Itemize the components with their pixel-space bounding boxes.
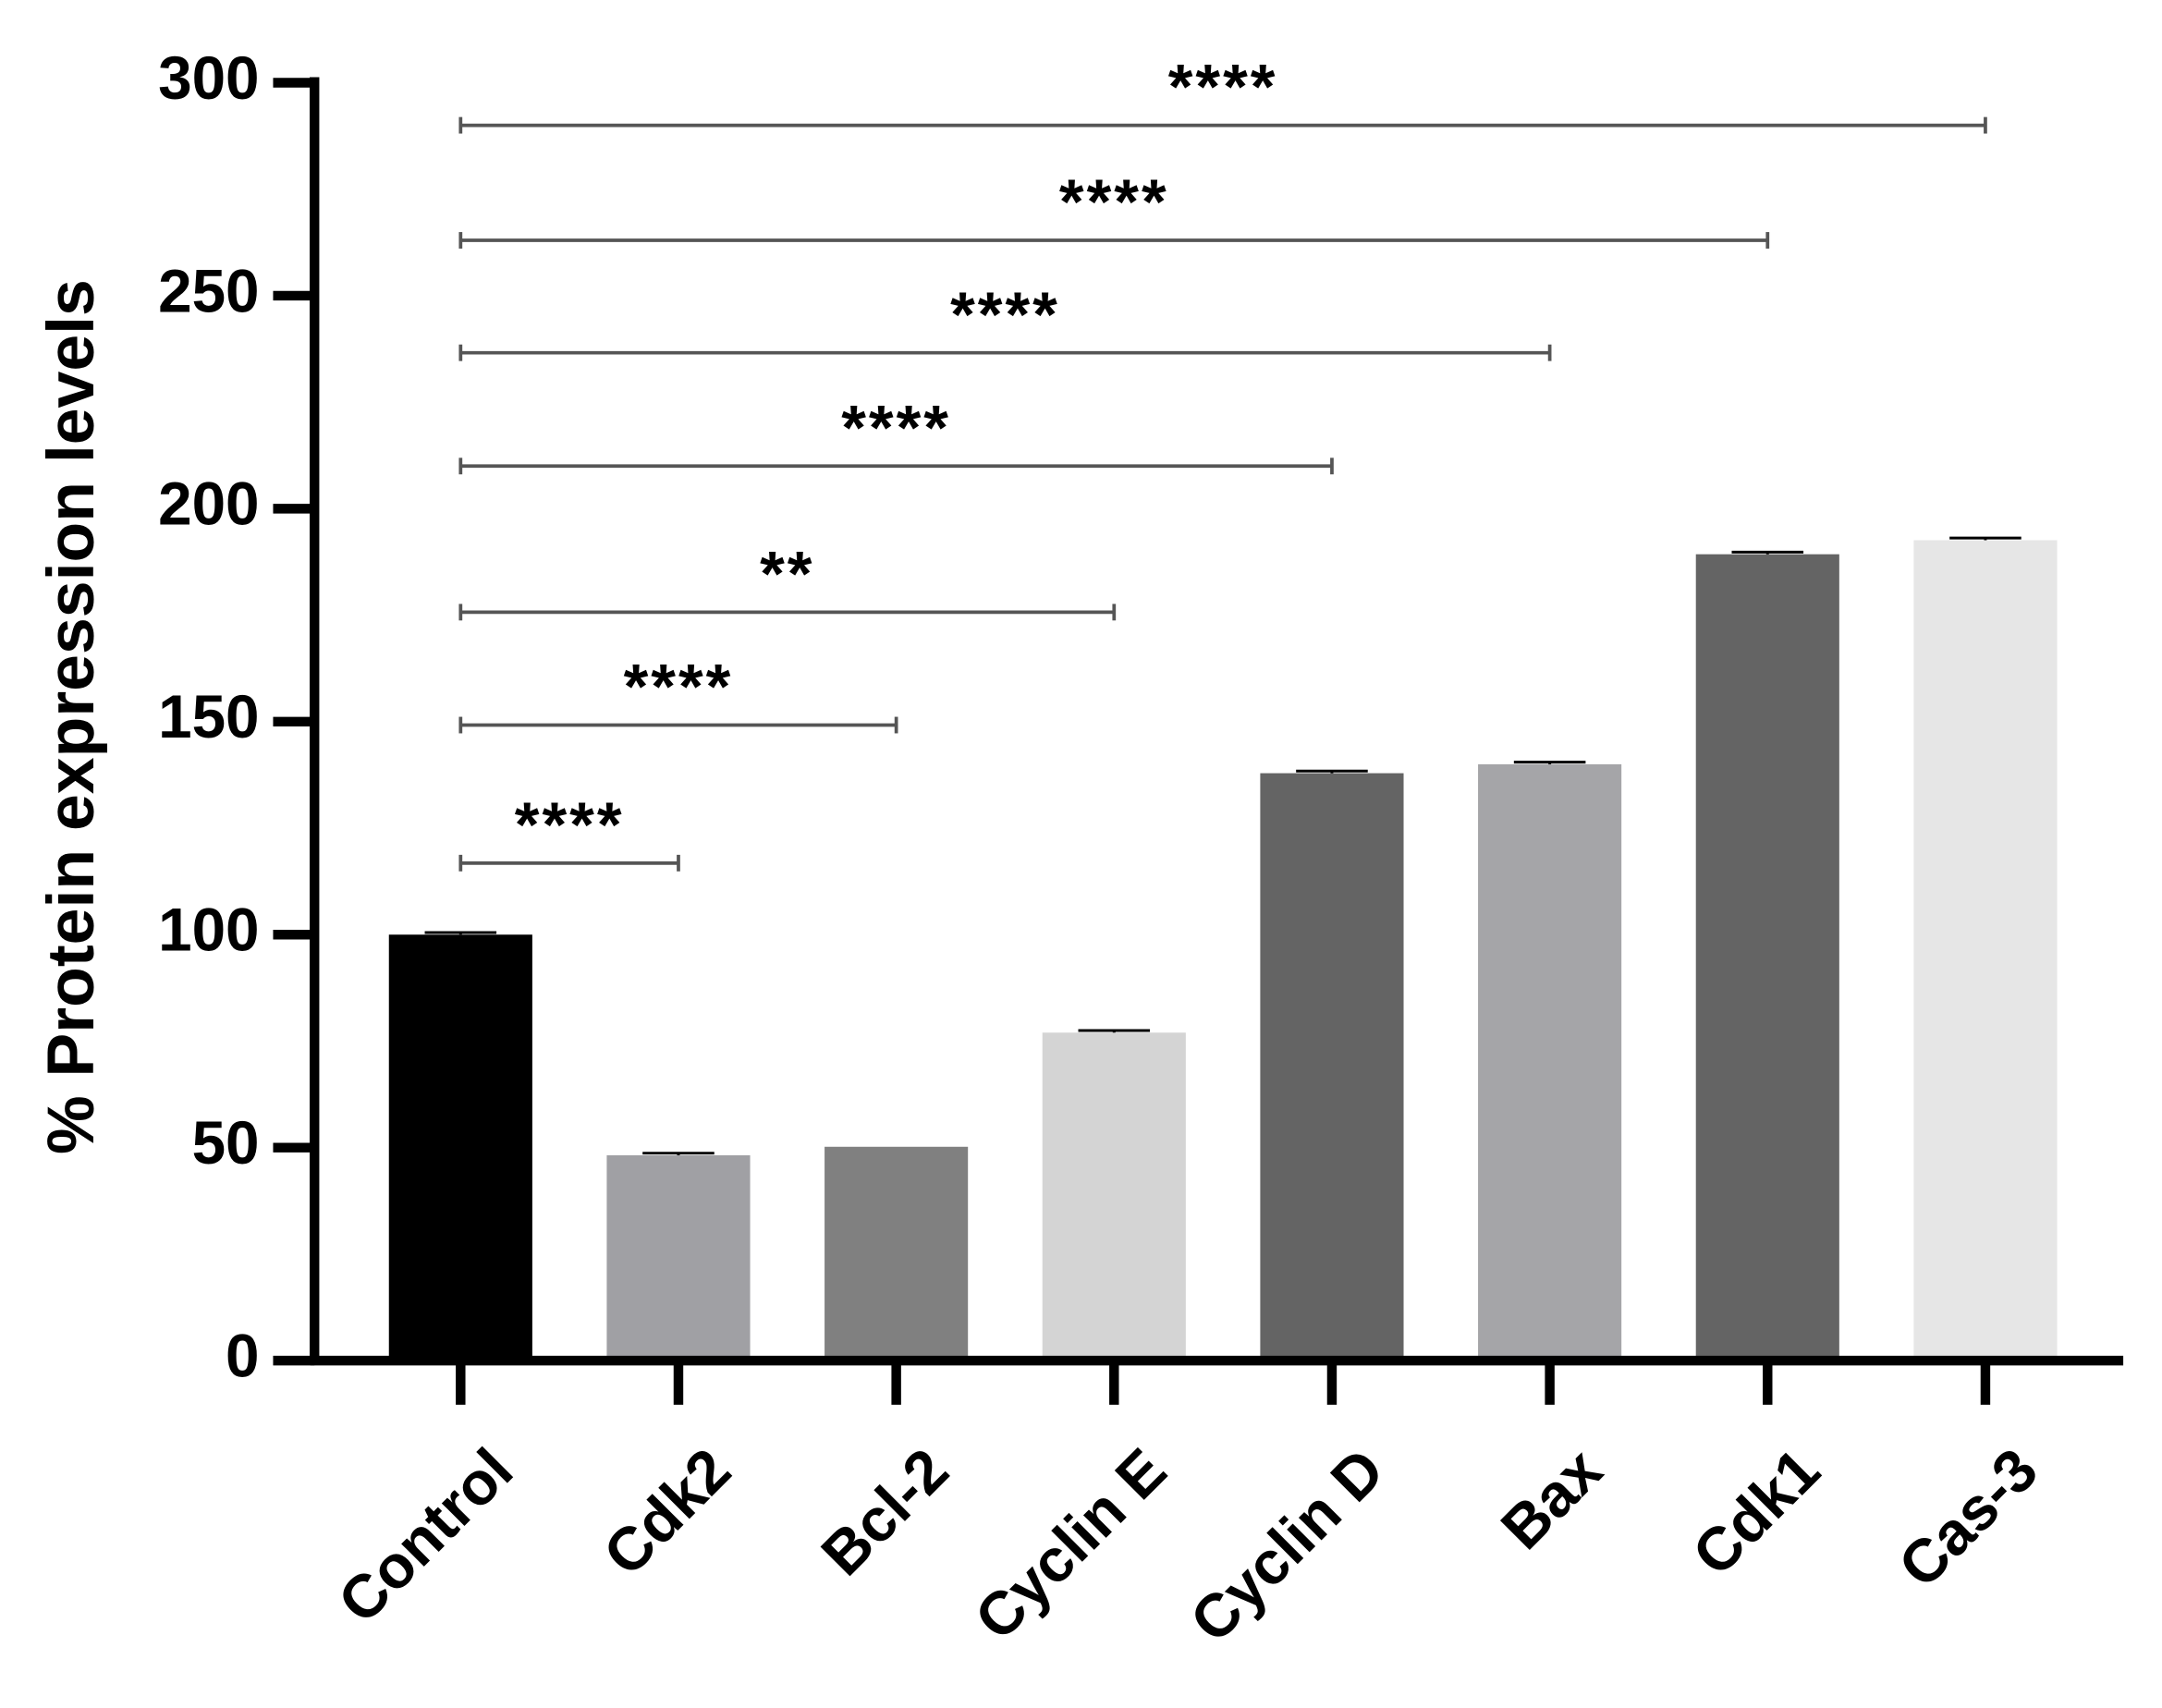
y-axis-label: % Protein expression levels — [34, 279, 108, 1154]
x-tick-label: Cas-3 — [1886, 1435, 2050, 1600]
significance-label: **** — [515, 789, 625, 860]
bar — [1695, 554, 1839, 1361]
x-tick-label: Control — [325, 1435, 526, 1636]
y-tick-label: 200 — [158, 470, 259, 538]
y-tick-label: 250 — [158, 257, 259, 324]
bar — [388, 934, 532, 1361]
bar — [606, 1154, 751, 1361]
y-tick-label: 150 — [158, 683, 259, 750]
significance-label: **** — [1059, 166, 1169, 238]
x-tick-label: Cdk1 — [1680, 1435, 1832, 1588]
y-tick-label: 50 — [192, 1109, 260, 1177]
x-tick-label: Cyclin E — [962, 1435, 1179, 1653]
bar — [1478, 763, 1622, 1361]
bar — [824, 1146, 969, 1361]
y-tick-label: 300 — [158, 44, 259, 112]
x-tick-label: Cdk2 — [591, 1435, 743, 1588]
x-tick-label: Bcl-2 — [809, 1435, 961, 1588]
significance-label: **** — [624, 652, 734, 723]
y-tick-label: 100 — [158, 897, 259, 964]
significance-label: ** — [760, 538, 814, 609]
bar — [1042, 1032, 1186, 1361]
bar — [1260, 773, 1404, 1361]
bar — [1913, 540, 2058, 1361]
x-tick-label: Cyclin D — [1178, 1435, 1397, 1654]
significance-label: **** — [841, 392, 951, 463]
x-tick-label: Bax — [1488, 1435, 1615, 1562]
significance-label: **** — [950, 279, 1060, 350]
significance-label: **** — [1168, 52, 1278, 123]
y-tick-label: 0 — [226, 1322, 259, 1389]
